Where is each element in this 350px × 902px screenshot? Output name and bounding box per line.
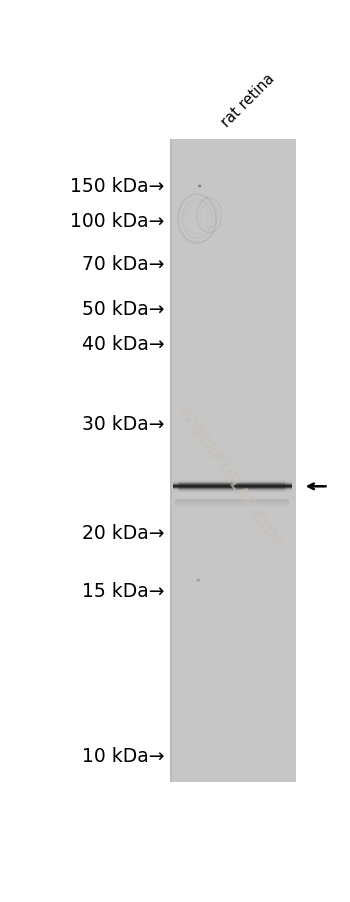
Text: 30 kDa→: 30 kDa→: [82, 415, 164, 434]
Text: 10 kDa→: 10 kDa→: [82, 746, 164, 765]
Text: 40 kDa→: 40 kDa→: [82, 335, 164, 354]
Text: rat retina: rat retina: [219, 71, 278, 131]
FancyBboxPatch shape: [170, 140, 172, 782]
Ellipse shape: [196, 579, 201, 582]
Text: 100 kDa→: 100 kDa→: [70, 211, 164, 230]
Text: 50 kDa→: 50 kDa→: [82, 300, 164, 319]
Text: 20 kDa→: 20 kDa→: [82, 524, 164, 543]
Text: 70 kDa→: 70 kDa→: [82, 255, 164, 274]
Ellipse shape: [198, 185, 201, 189]
Text: 15 kDa→: 15 kDa→: [82, 582, 164, 601]
Text: 150 kDa→: 150 kDa→: [70, 177, 164, 196]
Text: WWW.PTGLAB.COM: WWW.PTGLAB.COM: [175, 404, 284, 549]
FancyBboxPatch shape: [170, 140, 296, 782]
